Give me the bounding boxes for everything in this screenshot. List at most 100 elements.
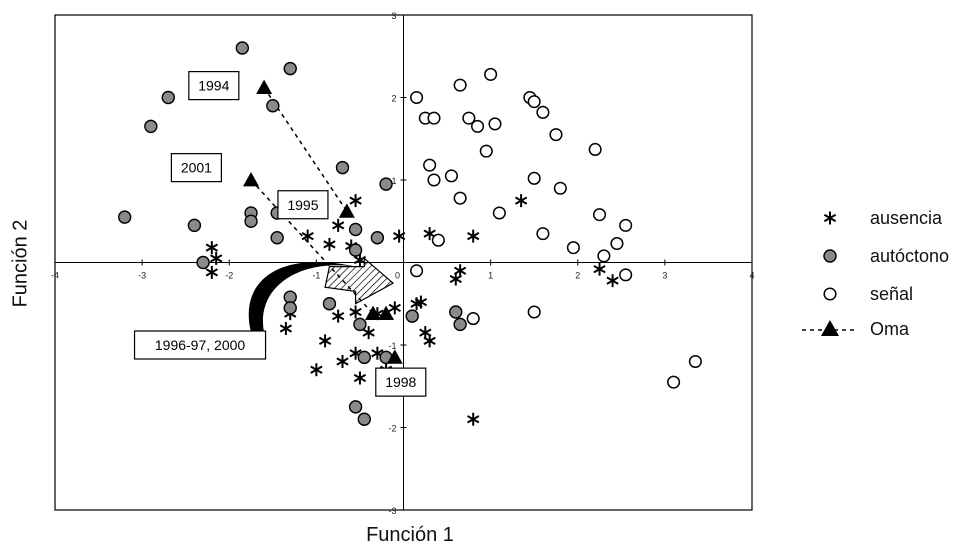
legend-item-autoctono: autóctono bbox=[800, 241, 949, 271]
data-point bbox=[117, 210, 132, 224]
data-point bbox=[266, 99, 280, 113]
x-tick-label: -4 bbox=[51, 271, 59, 281]
data-point bbox=[453, 317, 467, 332]
dashed-triangle-icon bbox=[802, 320, 858, 336]
data-point bbox=[301, 229, 314, 243]
data-point bbox=[527, 95, 541, 109]
data-point bbox=[688, 354, 702, 369]
annotation-label: 1995 bbox=[277, 190, 329, 220]
data-point bbox=[335, 160, 350, 175]
data-point bbox=[536, 227, 550, 241]
y-tick-label: -1 bbox=[388, 341, 396, 351]
legend-marker bbox=[823, 249, 837, 263]
data-point bbox=[423, 158, 437, 172]
data-point bbox=[365, 305, 382, 321]
data-point bbox=[466, 312, 480, 326]
data-point bbox=[553, 181, 567, 195]
data-point bbox=[386, 349, 403, 364]
data-point bbox=[187, 218, 202, 233]
data-point bbox=[210, 251, 223, 265]
series-4 bbox=[243, 79, 403, 364]
legend-label: señal bbox=[870, 283, 914, 304]
data-point bbox=[566, 241, 580, 255]
data-point bbox=[353, 317, 367, 332]
data-point bbox=[462, 111, 476, 125]
annotation-label: 1996-97, 2000 bbox=[133, 330, 267, 360]
data-point bbox=[235, 41, 250, 55]
data-point bbox=[479, 144, 493, 158]
oma-connector bbox=[250, 179, 374, 315]
data-point bbox=[144, 119, 158, 134]
y-tick-label: -2 bbox=[388, 424, 396, 434]
asterisk-icon bbox=[823, 211, 837, 225]
data-point bbox=[283, 61, 297, 76]
series-3 bbox=[410, 67, 702, 389]
legend-item-oma: Oma bbox=[800, 314, 909, 344]
data-point bbox=[353, 371, 367, 385]
x-tick-label: -2 bbox=[225, 271, 233, 281]
data-point bbox=[467, 229, 480, 243]
x-tick-label: 2 bbox=[575, 271, 580, 281]
legend-item-ausencia: ausencia bbox=[800, 203, 942, 233]
data-point bbox=[444, 169, 458, 183]
x-axis-title: Función 1 bbox=[366, 524, 454, 546]
black-curve-arrow bbox=[248, 261, 356, 333]
data-point bbox=[357, 412, 371, 426]
data-point bbox=[467, 412, 480, 426]
data-point bbox=[527, 305, 541, 319]
legend-item-senal: señal bbox=[800, 279, 913, 309]
data-point bbox=[427, 111, 441, 125]
svg-text:1995: 1995 bbox=[287, 197, 318, 213]
svg-text:1998: 1998 bbox=[385, 374, 416, 390]
data-point bbox=[322, 297, 337, 311]
x-tick-label: 1 bbox=[488, 271, 493, 281]
data-point bbox=[423, 334, 436, 348]
hatched-arrow bbox=[324, 257, 395, 305]
y-tick-label: 2 bbox=[391, 94, 396, 104]
data-point bbox=[606, 274, 619, 288]
annotation-label: 2001 bbox=[170, 153, 222, 183]
data-point bbox=[427, 173, 441, 187]
x-tick-label: 0 bbox=[395, 271, 400, 281]
data-point bbox=[349, 194, 362, 208]
data-point bbox=[410, 297, 423, 311]
x-tick-label: -1 bbox=[312, 271, 320, 281]
data-point bbox=[348, 243, 363, 257]
data-point bbox=[449, 305, 463, 319]
data-point bbox=[592, 208, 607, 222]
data-point bbox=[348, 222, 363, 237]
open-circle-icon bbox=[823, 287, 837, 301]
data-point bbox=[196, 255, 210, 270]
data-point bbox=[270, 231, 284, 245]
legend-label: ausencia bbox=[870, 207, 943, 228]
data-point bbox=[379, 177, 393, 191]
data-point bbox=[488, 117, 502, 131]
y-tick-label: 3 bbox=[391, 11, 396, 21]
data-point bbox=[348, 400, 363, 414]
data-point bbox=[244, 214, 258, 228]
data-point bbox=[453, 78, 467, 92]
data-point bbox=[536, 105, 550, 119]
data-point bbox=[205, 241, 218, 255]
data-point bbox=[597, 249, 611, 263]
data-point bbox=[283, 301, 297, 315]
data-point bbox=[336, 355, 349, 368]
legend-label: autóctono bbox=[870, 245, 950, 266]
data-point bbox=[449, 272, 462, 286]
data-point bbox=[310, 363, 323, 377]
data-point bbox=[410, 90, 424, 105]
data-point bbox=[619, 268, 633, 282]
data-point bbox=[243, 172, 260, 187]
data-point bbox=[279, 322, 293, 335]
data-point bbox=[362, 326, 375, 340]
data-point bbox=[588, 142, 602, 157]
data-point bbox=[610, 236, 624, 251]
svg-text:1994: 1994 bbox=[198, 78, 229, 94]
legend-marker bbox=[823, 211, 837, 225]
legend-label: Oma bbox=[870, 318, 910, 339]
y-axis-title: Función 2 bbox=[9, 219, 32, 308]
x-tick-label: 4 bbox=[749, 271, 754, 281]
data-point bbox=[332, 218, 345, 232]
data-point bbox=[353, 253, 367, 267]
